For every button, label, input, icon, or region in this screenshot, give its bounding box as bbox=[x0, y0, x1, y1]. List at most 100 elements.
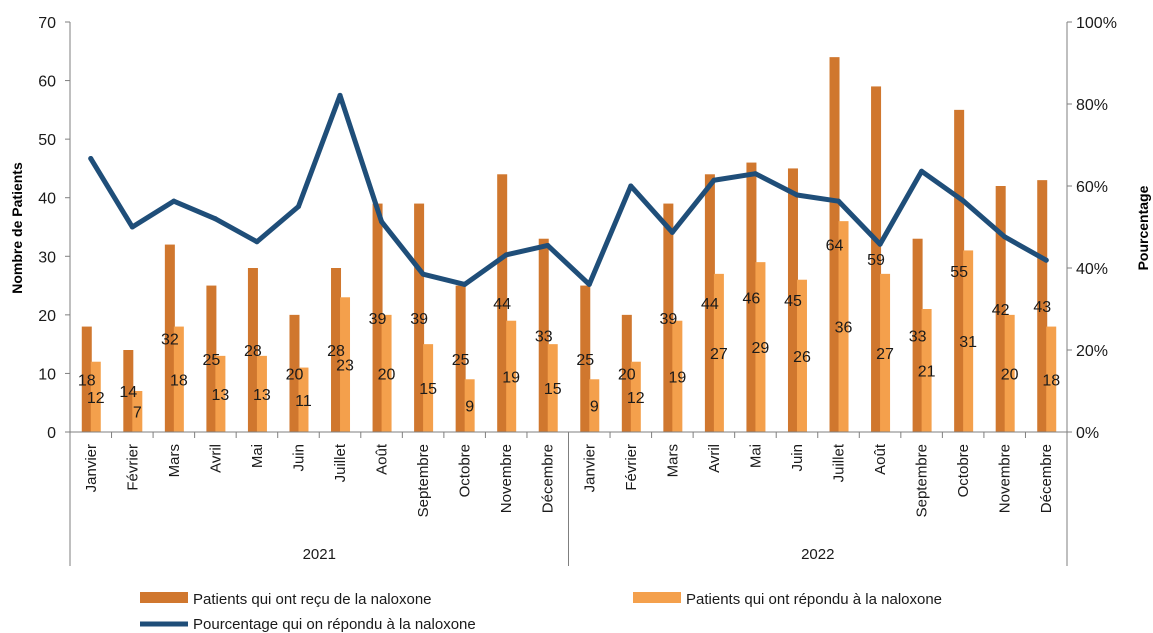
line-point-percentage bbox=[420, 271, 426, 277]
data-label-received: 44 bbox=[701, 296, 719, 313]
x-category-label: Mai bbox=[747, 444, 764, 468]
left-tick-label: 20 bbox=[38, 308, 56, 325]
bar-received bbox=[580, 285, 591, 432]
bar-responded bbox=[256, 355, 267, 432]
data-label-received: 64 bbox=[826, 238, 844, 255]
data-label-responded: 26 bbox=[793, 349, 811, 366]
data-label-received: 45 bbox=[784, 293, 802, 310]
data-label-received: 39 bbox=[410, 311, 428, 328]
data-label-received: 39 bbox=[369, 311, 387, 328]
x-category-label: Mars bbox=[166, 444, 183, 477]
line-point-percentage bbox=[960, 198, 966, 204]
bar-received bbox=[954, 109, 965, 432]
line-point-percentage bbox=[586, 281, 592, 287]
line-point-percentage bbox=[545, 242, 551, 248]
data-label-responded: 29 bbox=[752, 340, 770, 357]
bar-received bbox=[1037, 180, 1048, 432]
line-point-percentage bbox=[919, 168, 925, 174]
group-label: 2022 bbox=[801, 546, 834, 563]
data-label-received: 43 bbox=[1033, 299, 1051, 316]
data-label-responded: 27 bbox=[710, 346, 728, 363]
data-label-received: 55 bbox=[950, 264, 968, 281]
bar-received bbox=[746, 162, 757, 433]
bar-received bbox=[663, 203, 674, 432]
data-label-responded: 11 bbox=[295, 393, 312, 410]
line-point-percentage bbox=[1002, 234, 1008, 240]
data-label-responded: 31 bbox=[959, 334, 977, 351]
bar-responded bbox=[713, 273, 724, 432]
x-category-label: Janvier bbox=[83, 444, 100, 492]
bar-responded bbox=[755, 262, 766, 432]
x-category-label: Octobre bbox=[955, 444, 972, 497]
x-category-label: Décembre bbox=[1038, 444, 1055, 513]
data-label-received: 25 bbox=[202, 352, 220, 369]
x-axis: Janvier Février Mars Avril Mai Juin Juillet Aoû… bbox=[69, 431, 1068, 566]
data-label-responded: 13 bbox=[253, 387, 271, 404]
data-label-received: 25 bbox=[452, 352, 470, 369]
group-label: 2021 bbox=[303, 546, 336, 563]
left-axis-title: Nombre de Patients bbox=[9, 162, 25, 294]
right-tick-label: 60% bbox=[1076, 179, 1108, 196]
data-label-responded: 20 bbox=[1001, 366, 1019, 383]
data-label-responded: 9 bbox=[590, 399, 599, 416]
line-point-percentage bbox=[794, 192, 800, 198]
right-tick-label: 80% bbox=[1076, 97, 1108, 114]
bar-responded bbox=[1046, 326, 1057, 432]
left-tick-label: 0 bbox=[47, 425, 56, 442]
x-category-label: Décembre bbox=[540, 444, 557, 513]
bar-responded bbox=[880, 273, 891, 432]
bar-responded bbox=[298, 367, 309, 432]
data-label-received: 42 bbox=[992, 302, 1010, 319]
x-category-label: Mai bbox=[249, 444, 266, 468]
data-label-responded: 36 bbox=[835, 320, 853, 337]
line-point-percentage bbox=[836, 198, 842, 204]
line-point-percentage bbox=[88, 156, 94, 162]
x-category-label: Septembre bbox=[914, 444, 931, 517]
bar-received bbox=[621, 314, 632, 432]
line-point-percentage bbox=[503, 252, 509, 258]
bar-received bbox=[829, 57, 840, 433]
x-category-label: Juin bbox=[789, 444, 806, 472]
bar-received bbox=[81, 326, 92, 432]
bar-responded bbox=[1004, 314, 1015, 432]
line-point-percentage bbox=[1043, 257, 1049, 263]
data-label-responded: 9 bbox=[465, 399, 474, 416]
data-label-responded: 23 bbox=[336, 358, 354, 375]
line-point-percentage bbox=[669, 229, 675, 235]
legend: Patients qui ont reçu de la naloxone Pat… bbox=[140, 591, 942, 633]
bar-responded bbox=[547, 344, 558, 432]
left-tick-label: 50 bbox=[38, 132, 56, 149]
x-category-label: Octobre bbox=[457, 444, 474, 497]
x-category-label: Septembre bbox=[415, 444, 432, 517]
line-percentage bbox=[88, 92, 1049, 287]
data-label-responded: 19 bbox=[502, 369, 520, 386]
left-tick-label: 30 bbox=[38, 249, 56, 266]
bar-responded bbox=[132, 391, 143, 432]
data-label-received: 39 bbox=[659, 311, 677, 328]
x-category-label: Février bbox=[124, 444, 141, 491]
bar-responded bbox=[90, 361, 101, 432]
x-category-label: Février bbox=[623, 444, 640, 491]
bar-received bbox=[995, 186, 1006, 432]
data-label-received: 33 bbox=[535, 328, 553, 345]
x-category-label: Juillet bbox=[831, 443, 848, 482]
x-category-label: Mars bbox=[664, 444, 681, 477]
bar-received bbox=[206, 285, 217, 432]
right-tick-label: 100% bbox=[1076, 15, 1117, 32]
bar-responded bbox=[340, 297, 351, 432]
x-category-label: Novembre bbox=[997, 444, 1014, 513]
data-label-received: 18 bbox=[78, 372, 96, 389]
bar-received bbox=[497, 174, 508, 433]
right-axis-title: Pourcentage bbox=[1135, 185, 1151, 270]
right-y-axis: 0% 20% 40% 60% 80% 100% bbox=[1066, 15, 1117, 442]
bar-responded bbox=[921, 309, 932, 432]
data-label-responded: 7 bbox=[133, 405, 142, 422]
data-label-responded: 15 bbox=[544, 381, 562, 398]
line-point-percentage bbox=[171, 198, 177, 204]
bar-received bbox=[247, 268, 258, 432]
left-tick-label: 60 bbox=[38, 74, 56, 91]
data-label-responded: 12 bbox=[87, 390, 105, 407]
data-label-received: 14 bbox=[119, 384, 137, 401]
